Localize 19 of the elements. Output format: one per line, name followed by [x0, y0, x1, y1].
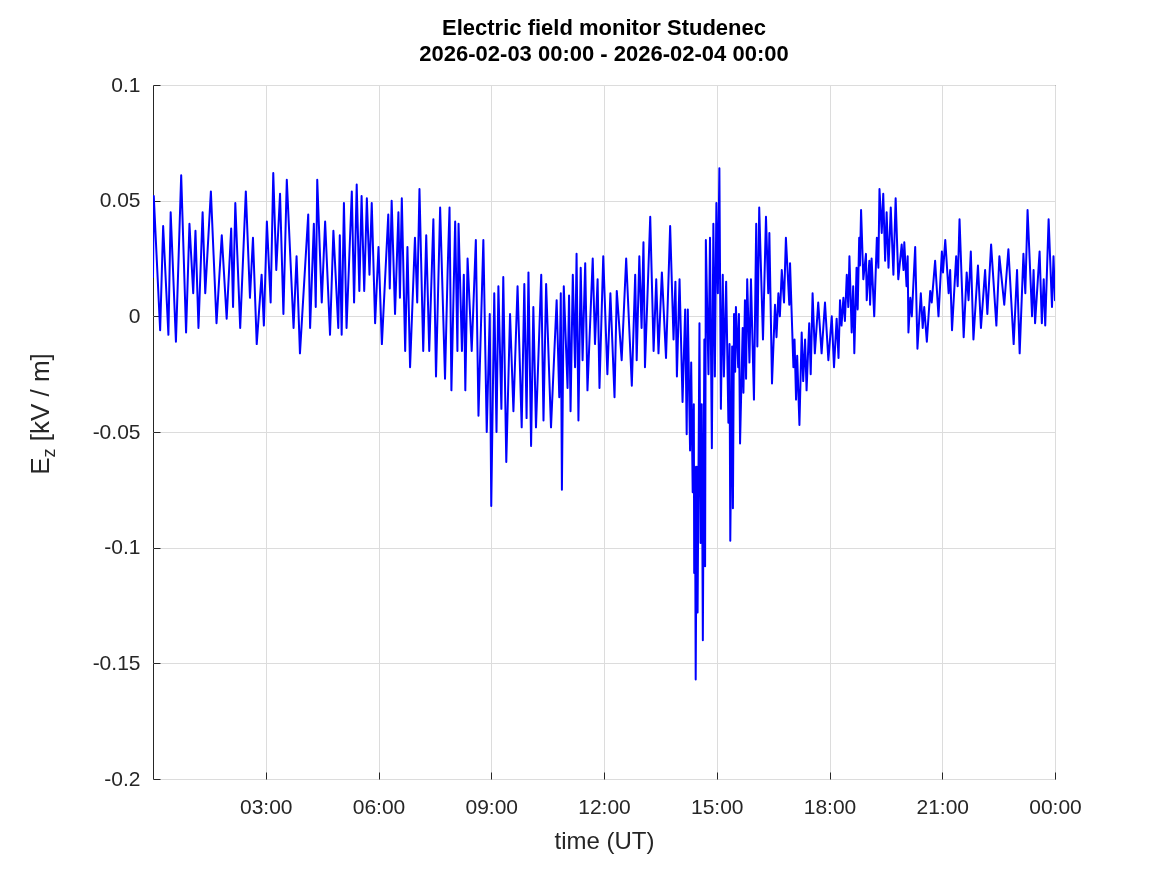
- x-tick-label: 06:00: [352, 794, 406, 818]
- y-tick-label: -0.1: [104, 535, 141, 559]
- y-tick-label: 0: [128, 303, 141, 327]
- x-tick-label: 09:00: [465, 794, 519, 818]
- x-tick-label: 12:00: [578, 794, 631, 818]
- x-tick-label: 15:00: [690, 794, 744, 818]
- x-tick-label: 21:00: [916, 794, 970, 818]
- y-tick-label: -0.2: [104, 766, 141, 790]
- y-tick-label: 0.1: [111, 72, 141, 96]
- y-tick-label: -0.15: [92, 650, 141, 674]
- x-tick-label: 00:00: [1029, 794, 1082, 818]
- line-series: [153, 167, 1055, 681]
- x-tick-label: 18:00: [803, 794, 857, 818]
- y-tick-label: -0.05: [92, 419, 141, 443]
- x-axis-title: time (UT): [554, 826, 655, 854]
- y-tick-label: 0.05: [99, 188, 141, 212]
- chart-title: Electric field monitor Studenec: [442, 15, 766, 40]
- chart-subtitle: 2026-02-03 00:00 - 2026-02-04 00:00: [419, 41, 789, 66]
- x-tick-label: 03:00: [239, 794, 293, 818]
